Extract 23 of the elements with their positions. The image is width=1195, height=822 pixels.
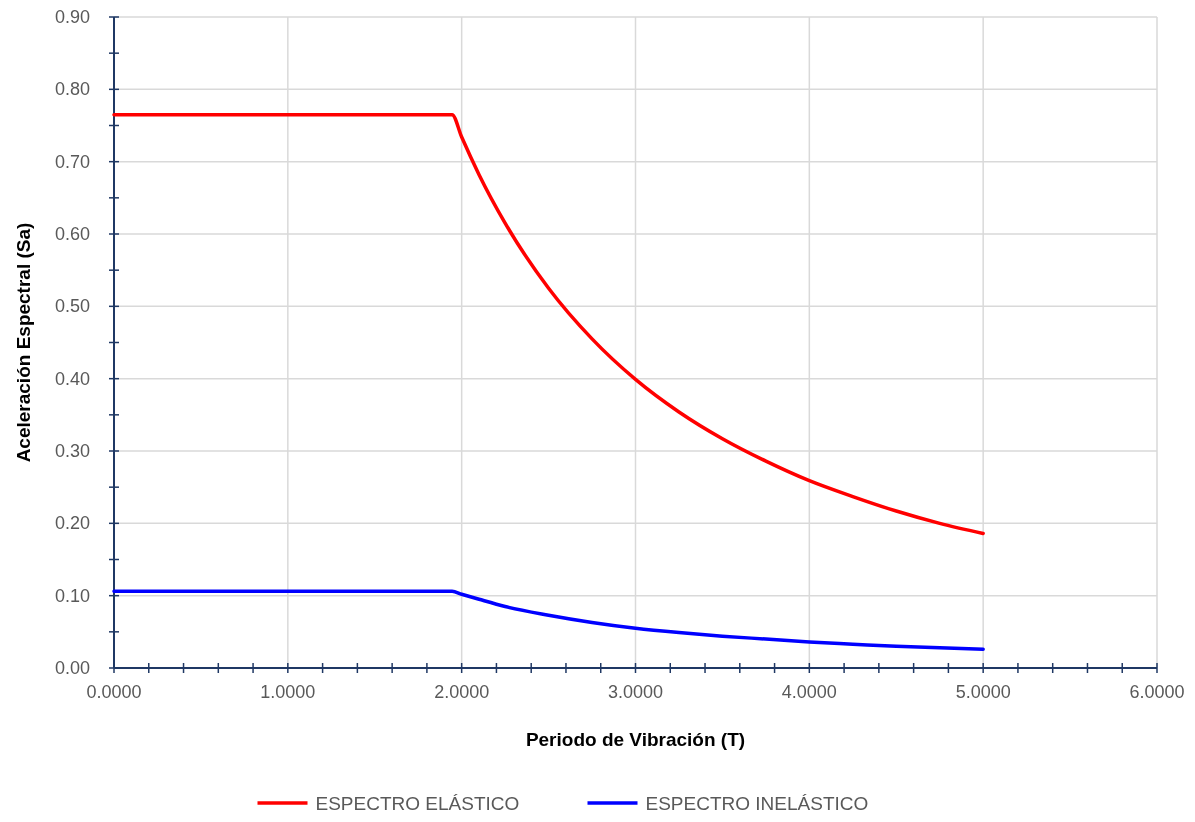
y-tick-label: 0.50: [54, 296, 90, 317]
x-axis-title: Periodo de Vibración (T): [525, 729, 746, 750]
x-tick-label: 6.0000: [1129, 682, 1185, 702]
y-tick-label: 0.80: [54, 79, 90, 100]
y-tick-label: 0.00: [54, 658, 90, 678]
x-tick-label: 3.0000: [607, 682, 664, 702]
y-tick-label: 0.20: [54, 513, 90, 534]
x-tick-label: 1.0000: [260, 682, 316, 702]
line-series: [112, 112, 985, 536]
line-series: [112, 589, 985, 651]
legend-label: ESPECTRO ELÁSTICO: [315, 793, 520, 814]
x-tick-label: 0.0000: [86, 682, 142, 702]
x-tick-label: 4.0000: [781, 682, 837, 702]
x-tick-label: 2.0000: [434, 682, 490, 702]
y-tick-label: 0.40: [54, 368, 90, 389]
x-tick-label: 5.0000: [955, 682, 1011, 702]
y-axis-title: Aceleración Espectral (Sa): [13, 222, 34, 463]
y-tick-label: 0.70: [54, 151, 90, 172]
y-tick-label: 0.30: [54, 441, 90, 461]
y-tick-label: 0.10: [54, 585, 90, 606]
y-tick-label: 0.90: [54, 7, 90, 27]
y-tick-label: 0.60: [54, 224, 90, 244]
legend-label: ESPECTRO INELÁSTICO: [645, 793, 869, 814]
